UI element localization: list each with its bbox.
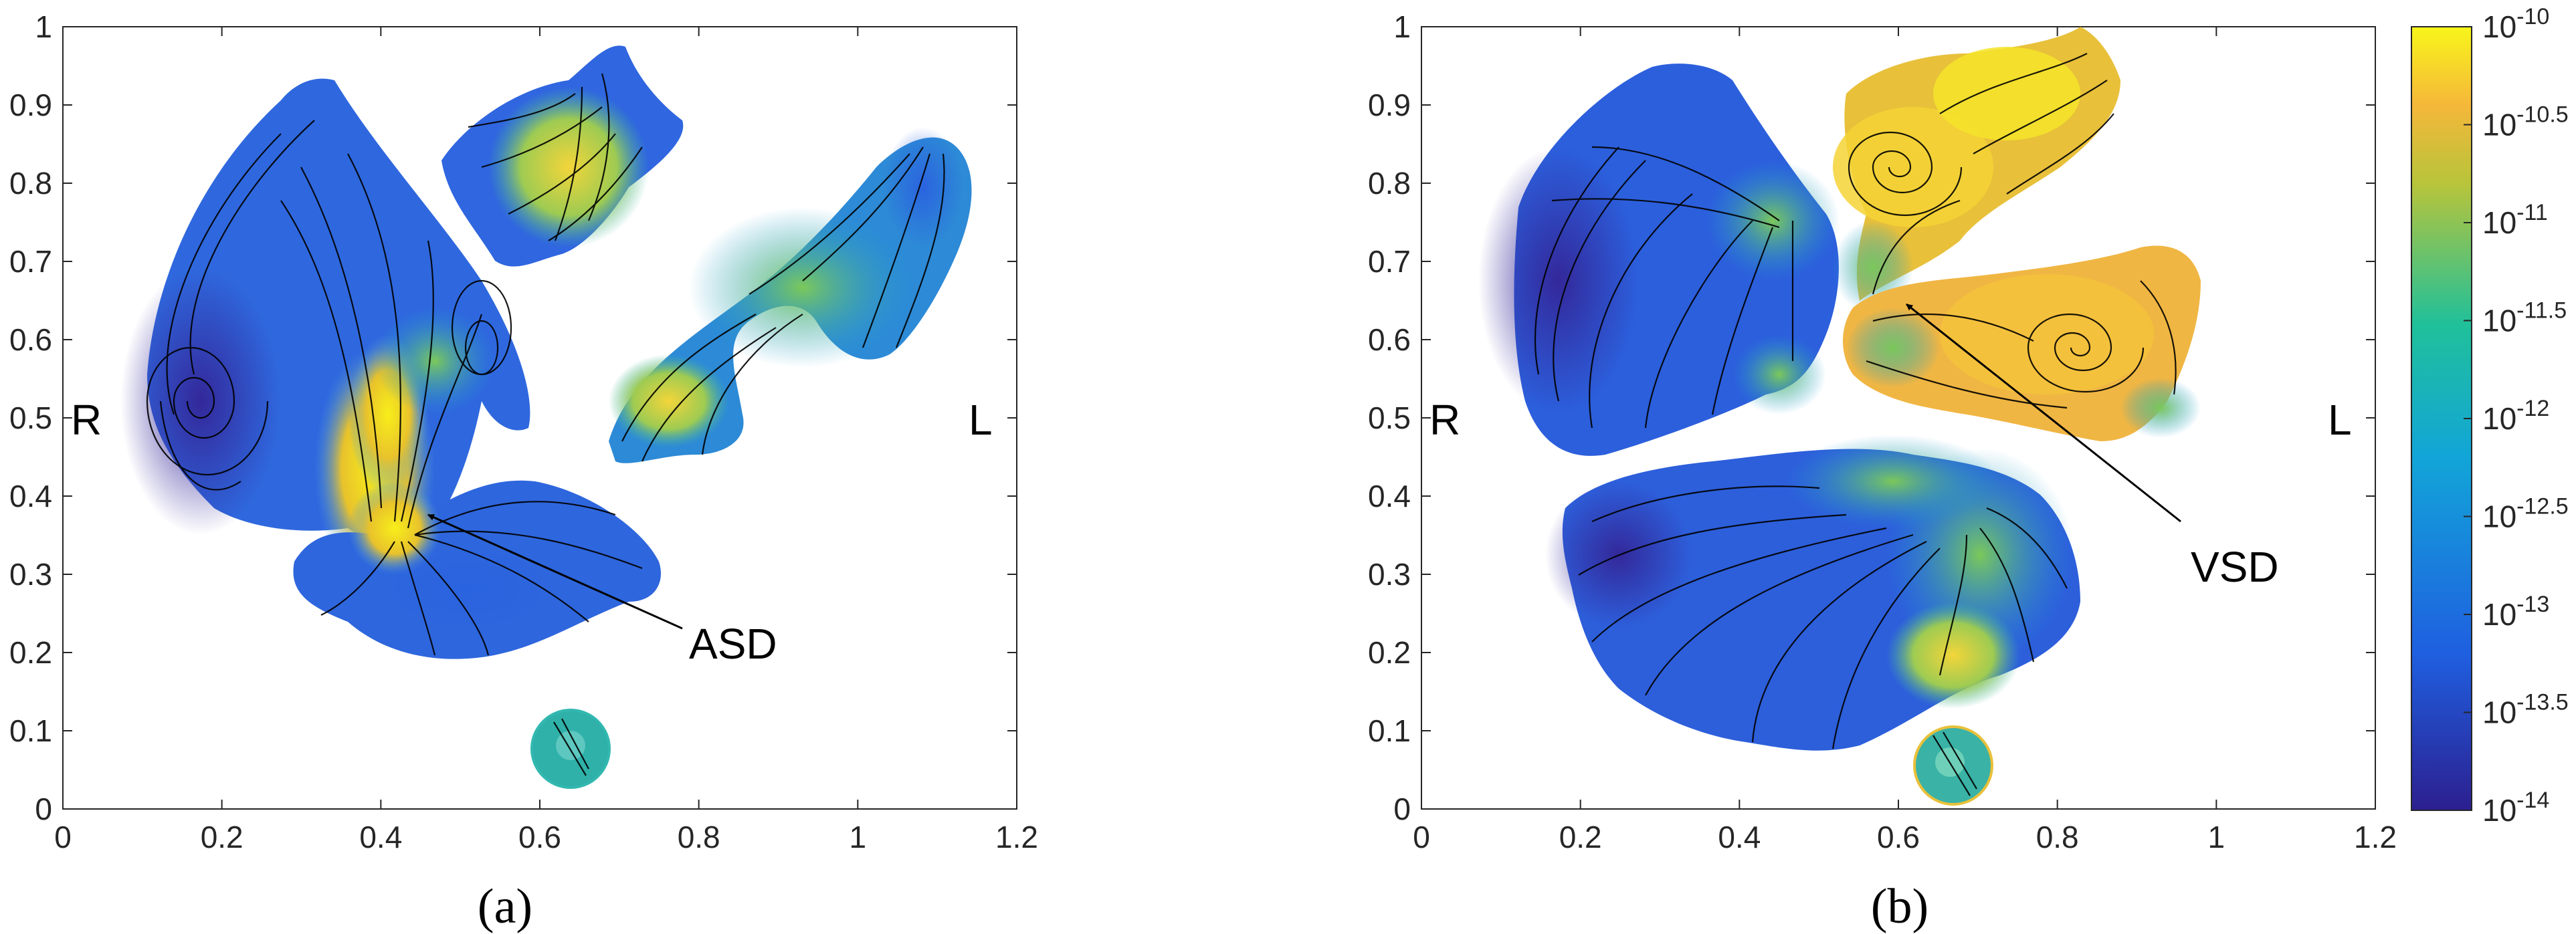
panel-b-ytick-label: 0.4	[1368, 479, 1411, 513]
panel-a-x-axis: 0 0.2 0.4 0.6 0.8 1 1.2	[54, 27, 1038, 854]
panel-a-xtick-label: 0	[54, 820, 72, 854]
panel-a: 0 0.2 0.4 0.6 0.8 1 1.2 0 0.1 0.2 0.3 0.4 0.5 0.6 0.7…	[9, 9, 1038, 934]
panel-a-label: (a)	[478, 879, 532, 934]
panel-b-ytick-label: 0.6	[1368, 322, 1411, 357]
panel-b-ytick-label: 1	[1393, 9, 1411, 44]
colorbar-tick-exponent: -11.5	[2516, 298, 2567, 324]
panel-b-xtick-label: 0	[1413, 820, 1430, 854]
panel-b-ytick-label: 0.9	[1368, 88, 1411, 122]
panel-b-ytick-label: 0.8	[1368, 166, 1411, 201]
panel-a-xtick-label: 0.4	[359, 820, 402, 854]
colorbar-tick-base: 10	[2482, 499, 2516, 534]
panel-b-y-axis: 0 0.1 0.2 0.3 0.4 0.5 0.6 0.7 0.8 0.9 1	[1368, 9, 2375, 826]
panel-a-ytick-label: 0.4	[9, 479, 52, 513]
panel-a-streamlines	[146, 73, 945, 776]
panel-a-ytick-label: 1	[35, 9, 52, 44]
panel-a-annotation-text: ASD	[689, 620, 777, 668]
panel-a-ytick-label: 0.6	[9, 322, 52, 357]
panel-a-y-axis: 0 0.1 0.2 0.3 0.4 0.5 0.6 0.7 0.8 0.9 1	[9, 9, 1017, 826]
panel-a-xtick-label: 0.8	[678, 820, 720, 854]
panel-a-ytick-label: 0.3	[9, 557, 52, 592]
panel-b-right-side-label: L	[2328, 396, 2352, 444]
panel-a-xtick-label: 1.2	[995, 820, 1038, 854]
panel-b-ytick-label: 0.5	[1368, 400, 1411, 435]
panel-a-ytick-label: 0.8	[9, 166, 52, 201]
panel-b-xtick-label: 0.2	[1559, 820, 1602, 854]
colorbar-tick-label: 10-13.5	[2482, 690, 2569, 730]
panel-a-ytick-label: 0.1	[9, 713, 52, 748]
panel-a-ytick-label: 0.5	[9, 400, 52, 435]
panel-a-ytick-label: 0.9	[9, 88, 52, 122]
panel-b-xtick-label: 0.4	[1718, 820, 1761, 854]
colorbar-tick-label: 10-11	[2482, 200, 2548, 240]
panel-a-ytick-label: 0	[35, 792, 52, 826]
panel-a-elongated-lobe	[609, 127, 972, 463]
panel-a-right-atrium	[120, 78, 530, 588]
colorbar-tick-label: 10-11.5	[2482, 298, 2567, 338]
panel-b-label: (b)	[1871, 879, 1928, 934]
colorbar-tick-base: 10	[2482, 9, 2516, 44]
colorbar-tick-label: 10-14	[2482, 788, 2549, 828]
colorbar-ticks: 10-1010-10.510-1110-11.510-1210-12.510-1…	[2464, 4, 2569, 828]
panel-b-streamlines	[1534, 53, 2177, 796]
panel-a-xtick-label: 1	[850, 820, 867, 854]
colorbar-gradient	[2411, 26, 2472, 811]
colorbar-tick-base: 10	[2482, 695, 2516, 730]
colorbar-tick-base: 10	[2482, 205, 2516, 240]
colorbar-tick-base: 10	[2482, 108, 2516, 142]
colorbar-tick-base: 10	[2482, 304, 2516, 338]
panel-b-ytick-label: 0.3	[1368, 557, 1411, 592]
panel-b-right-atrium	[1478, 64, 1840, 456]
panel-b-ytick-label: 0.2	[1368, 635, 1411, 670]
colorbar: 10-1010-10.510-1110-11.510-1210-12.510-1…	[2411, 4, 2569, 828]
colorbar-tick-base: 10	[2482, 793, 2516, 828]
colorbar-tick-label: 10-10	[2482, 4, 2549, 44]
panel-a-xtick-label: 0.2	[201, 820, 243, 854]
panel-a-ventricle	[293, 480, 661, 659]
panel-b-ytick-label: 0	[1393, 792, 1411, 826]
panel-b-ventricle	[1545, 435, 2080, 751]
panel-b-ytick-label: 0.1	[1368, 713, 1411, 748]
panel-b: 0 0.2 0.4 0.6 0.8 1 1.2 0 0.1 0.2 0.3 0.4 0.5 0.6 0.7…	[1368, 4, 2569, 934]
colorbar-tick-exponent: -13	[2516, 592, 2549, 617]
colorbar-tick-exponent: -12	[2516, 396, 2549, 421]
panel-b-left-side-label: R	[1429, 396, 1460, 444]
panel-a-right-side-label: L	[969, 396, 993, 444]
panel-a-annotation-arrow	[427, 513, 683, 630]
colorbar-tick-label: 10-12.5	[2482, 494, 2569, 534]
panel-b-small-circle	[1913, 725, 1993, 806]
colorbar-tick-exponent: -14	[2516, 788, 2549, 813]
panel-b-xtick-label: 1.2	[2354, 820, 2397, 854]
panel-b-annotation-arrow	[1906, 303, 2181, 523]
colorbar-tick-exponent: -13.5	[2516, 690, 2569, 715]
panel-b-x-axis: 0 0.2 0.4 0.6 0.8 1 1.2	[1413, 27, 2397, 854]
panel-b-xtick-label: 0.8	[2036, 820, 2079, 854]
panel-b-xtick-label: 1	[2208, 820, 2225, 854]
colorbar-tick-label: 10-10.5	[2482, 102, 2569, 142]
panel-b-middle-lobe	[1843, 245, 2201, 441]
panel-a-left-side-label: R	[71, 396, 102, 444]
colorbar-tick-base: 10	[2482, 401, 2516, 436]
panel-a-ytick-label: 0.7	[9, 244, 52, 279]
panel-a-ytick-label: 0.2	[9, 635, 52, 670]
colorbar-tick-exponent: -11	[2516, 200, 2548, 225]
panel-a-xtick-label: 0.6	[518, 820, 561, 854]
panel-b-annotation-text: VSD	[2191, 543, 2279, 591]
panel-b-ytick-label: 0.7	[1368, 244, 1411, 279]
colorbar-tick-label: 10-13	[2482, 592, 2549, 632]
colorbar-tick-exponent: -12.5	[2516, 494, 2569, 519]
colorbar-tick-label: 10-12	[2482, 396, 2549, 436]
colorbar-tick-exponent: -10.5	[2516, 102, 2569, 128]
colorbar-tick-base: 10	[2482, 597, 2516, 632]
panel-b-xtick-label: 0.6	[1877, 820, 1920, 854]
colorbar-tick-exponent: -10	[2516, 4, 2549, 29]
